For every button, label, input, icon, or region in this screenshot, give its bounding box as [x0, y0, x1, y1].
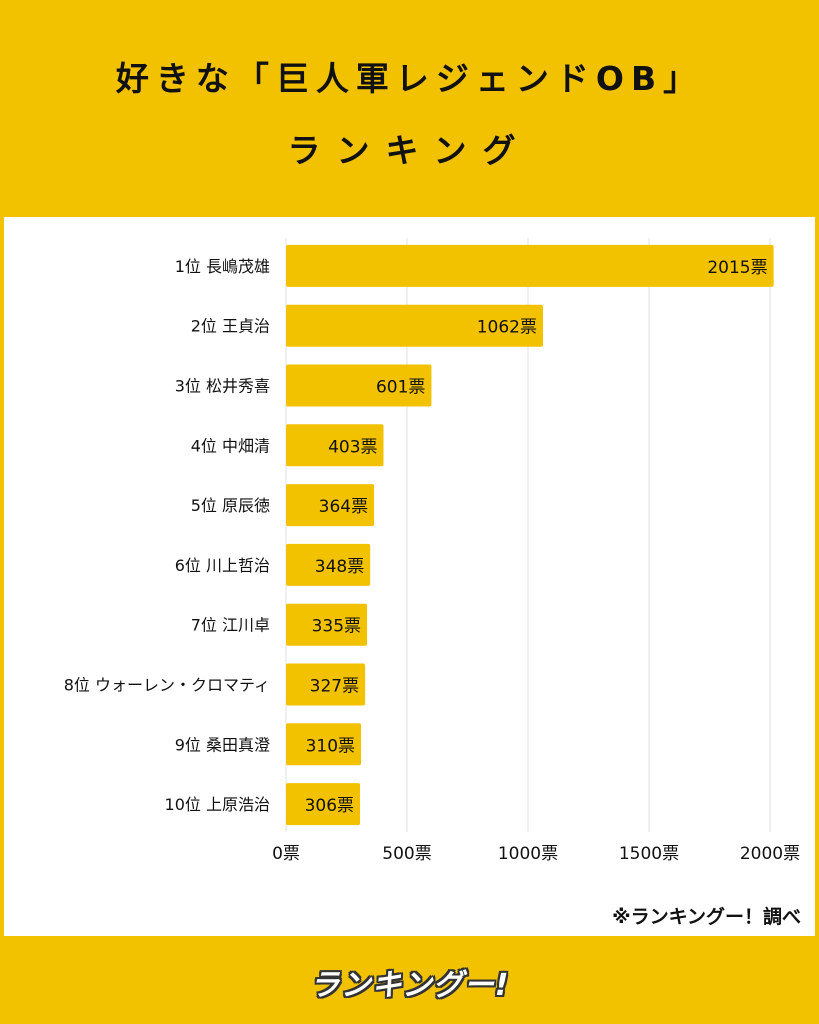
value-label: 2015票	[707, 258, 767, 278]
source-credit: ※ランキングー！調べ	[612, 906, 801, 928]
x-tick-label: 1500票	[619, 844, 679, 864]
value-label: 348票	[315, 557, 364, 577]
value-label: 310票	[306, 736, 355, 756]
category-label: 8位 ウォーレン・クロマティ	[64, 676, 270, 695]
bar	[286, 783, 361, 826]
x-tick-label: 0票	[272, 844, 300, 864]
bar	[286, 364, 432, 407]
chart-panel: 1位 長嶋茂雄 2015票 2位 王貞治 1062票 3位 松井秀喜 601票 4位 中畑清…	[4, 217, 815, 936]
value-label: 601票	[376, 378, 425, 398]
category-label: 4位 中畑清	[191, 436, 270, 455]
category-label: 7位 江川卓	[191, 616, 270, 635]
value-label: 335票	[312, 617, 361, 637]
x-tick-label: 500票	[382, 844, 431, 864]
value-label: 403票	[328, 437, 377, 457]
x-tick-label: 1000票	[498, 844, 558, 864]
category-label: 2位 王貞治	[191, 317, 270, 336]
bar	[286, 244, 774, 287]
bar	[286, 663, 366, 706]
category-label: 1位 長嶋茂雄	[175, 257, 270, 276]
bar	[286, 723, 362, 766]
category-label: 3位 松井秀喜	[175, 377, 270, 396]
bar	[286, 543, 371, 586]
bar	[286, 484, 375, 527]
bar	[286, 424, 384, 467]
value-label: 1062票	[477, 318, 537, 338]
category-label: 6位 川上哲治	[175, 556, 270, 575]
bar	[286, 603, 368, 646]
footer-logo: ランキングー!	[0, 958, 819, 1006]
x-tick-label: 2000票	[740, 844, 800, 864]
page-title-line2: ランキング	[287, 131, 532, 170]
value-label: 364票	[319, 497, 368, 517]
page-title-line1: 好きな「巨人軍レジェンドOB」	[115, 59, 704, 98]
bar-chart: 1位 長嶋茂雄 2015票 2位 王貞治 1062票 3位 松井秀喜 601票 4位 中畑清…	[64, 238, 800, 864]
value-label: 306票	[305, 796, 354, 816]
category-label: 5位 原辰徳	[191, 496, 270, 515]
category-label: 10位 上原浩治	[165, 795, 270, 814]
value-label: 327票	[310, 677, 359, 697]
logo-text: ランキングー!	[309, 968, 510, 1003]
category-label: 9位 桑田真澄	[175, 735, 270, 754]
bar	[286, 304, 544, 347]
